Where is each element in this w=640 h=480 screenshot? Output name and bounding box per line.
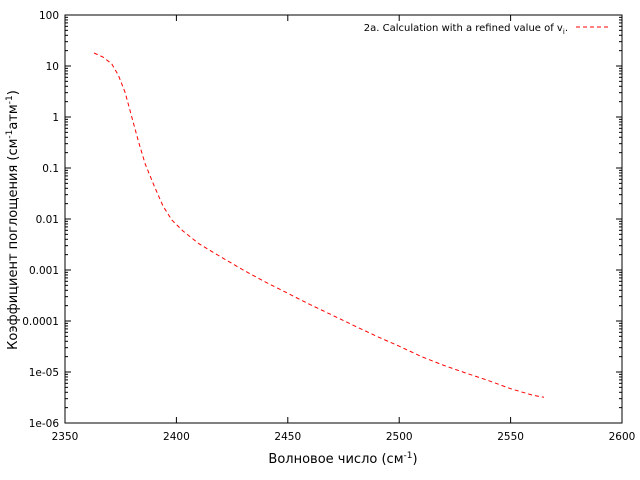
y-tick-label: 1e-05	[29, 367, 59, 379]
y-tick-label: 0.1	[42, 163, 59, 175]
axis-ticks	[64, 14, 623, 424]
legend: 2a. Calculation with a refined value of …	[364, 23, 611, 36]
plot-area-frame	[64, 14, 623, 424]
axis-tick-labels: 2350 2400 2450 2500 2550 2600 1e-06 1e-05 0.0001…	[22, 10, 635, 443]
y-tick-label: 1e-06	[29, 418, 60, 430]
y-tick-label: 10	[46, 61, 59, 73]
x-axis-label: Волновое число (см-1)	[268, 451, 417, 467]
y-axis-label: Коэффициент поглощения (см-1атм-1)	[5, 90, 21, 350]
series-line	[93, 52, 545, 398]
legend-label: 2a. Calculation with a refined value of …	[364, 23, 568, 36]
y-tick-label: 0.0001	[22, 316, 59, 328]
y-tick-label: 0.01	[36, 214, 59, 226]
x-tick-label: 2450	[274, 431, 301, 443]
y-tick-label: 1	[52, 112, 59, 124]
y-tick-label: 0.001	[29, 265, 59, 277]
x-tick-label: 2550	[497, 431, 524, 443]
x-tick-label: 2600	[609, 431, 636, 443]
series-group	[93, 52, 545, 398]
y-tick-label: 100	[39, 10, 59, 22]
x-tick-label: 2350	[52, 431, 79, 443]
x-tick-label: 2500	[386, 431, 413, 443]
x-tick-label: 2400	[163, 431, 190, 443]
